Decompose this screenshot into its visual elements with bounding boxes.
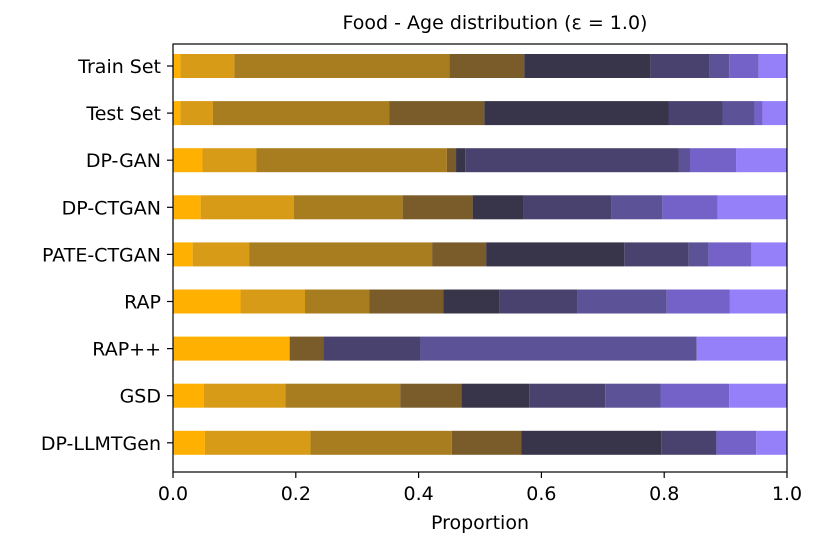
bar-segment: [660, 383, 730, 408]
y-axis: Train Set Test Set DP-GAN DP-CTGAN PATE-CTGA…: [41, 56, 173, 455]
bar-segment: [369, 289, 444, 314]
bar-segment: [716, 430, 757, 455]
bar-segment: [323, 336, 421, 361]
bar-segment: [285, 383, 401, 408]
bar-segment: [249, 242, 433, 267]
bar-segment: [420, 336, 697, 361]
bar-segment: [722, 101, 755, 126]
bar-segment: [200, 195, 294, 220]
bar-segment: [754, 101, 763, 126]
bar-segment: [689, 148, 737, 173]
y-tick-label: PATE-CTGAN: [42, 244, 161, 266]
bar-segment: [465, 148, 679, 173]
bar-segment: [173, 54, 181, 78]
bar-segment: [180, 101, 213, 126]
bar-segment: [446, 148, 457, 173]
bar-segment: [173, 430, 205, 455]
bar-segment: [389, 101, 485, 126]
bar-segment: [521, 430, 662, 455]
bar-segment: [577, 289, 667, 314]
x-tick-label: 1.0: [772, 483, 802, 505]
bar-segment: [173, 289, 241, 314]
bars-layer: [173, 54, 787, 455]
plot-frame: [172, 43, 788, 473]
y-tick-label: DP-CTGAN: [62, 197, 161, 219]
bar-segment: [212, 101, 390, 126]
bar-segment: [449, 54, 525, 78]
bar-segment: [192, 242, 250, 267]
bar-segment: [173, 195, 201, 220]
bar-segment: [443, 289, 500, 314]
bar-segment: [650, 54, 710, 78]
bar-segment: [736, 148, 787, 173]
bar-segment: [524, 54, 651, 78]
y-tick-label: Test Set: [85, 103, 161, 125]
bar-segment: [624, 242, 689, 267]
bar-segment: [310, 430, 452, 455]
x-axis: 0.0 0.2 0.4 0.6 0.8 1.0: [158, 472, 802, 505]
chart-title: Food - Age distribution (ε = 1.0): [343, 12, 648, 34]
y-tick-label: DP-LLMTGen: [41, 433, 161, 455]
bar-segment: [204, 430, 311, 455]
bar-segment: [729, 54, 759, 78]
y-tick-label: GSD: [120, 386, 161, 408]
bar-segment: [661, 430, 717, 455]
bar-segment: [305, 289, 370, 314]
bar-segment: [400, 383, 462, 408]
bar-segment: [486, 242, 625, 267]
bar-segment: [402, 195, 473, 220]
bar-segment: [523, 195, 612, 220]
bar-segment: [180, 54, 235, 78]
bar-segment: [729, 289, 787, 314]
bar-segment: [432, 242, 487, 267]
x-tick-label: 0.8: [649, 483, 679, 505]
bar-segment: [289, 336, 324, 361]
bar-segment: [611, 195, 663, 220]
bar-segment: [484, 101, 669, 126]
bar-segment: [451, 430, 522, 455]
bar-segment: [173, 101, 181, 126]
y-tick-label: RAP++: [92, 339, 161, 361]
bar-segment: [709, 54, 730, 78]
bar-segment: [751, 242, 787, 267]
y-tick-label: DP-GAN: [86, 150, 161, 172]
bar-segment: [173, 336, 290, 361]
bar-segment: [662, 195, 718, 220]
bar-segment: [696, 336, 787, 361]
bar-segment: [605, 383, 661, 408]
x-tick-label: 0.0: [158, 483, 188, 505]
bar-segment: [240, 289, 306, 314]
bar-segment: [202, 148, 257, 173]
bar-segment: [666, 289, 730, 314]
bar-segment: [456, 148, 466, 173]
bar-segment: [461, 383, 530, 408]
x-axis-label: Proportion: [431, 512, 529, 534]
bar-segment: [668, 101, 723, 126]
y-tick-label: Train Set: [77, 56, 161, 78]
bar-segment: [758, 54, 787, 78]
bar-segment: [256, 148, 447, 173]
bar-segment: [234, 54, 450, 78]
bar-segment: [717, 195, 787, 220]
bar-segment: [173, 383, 204, 408]
x-tick-label: 0.2: [281, 483, 311, 505]
bar-segment: [762, 101, 787, 126]
bar-segment: [678, 148, 690, 173]
bar-segment: [729, 383, 787, 408]
x-tick-label: 0.4: [403, 483, 433, 505]
bar-segment: [293, 195, 403, 220]
bar-segment: [708, 242, 752, 267]
bar-segment: [688, 242, 709, 267]
bar-segment: [499, 289, 578, 314]
bar-segment: [529, 383, 606, 408]
bar-segment: [173, 242, 193, 267]
bar-segment: [173, 148, 203, 173]
bar-segment: [203, 383, 286, 408]
y-tick-label: RAP: [124, 292, 161, 314]
bar-segment: [756, 430, 787, 455]
bar-segment: [472, 195, 524, 220]
x-tick-label: 0.6: [526, 483, 556, 505]
